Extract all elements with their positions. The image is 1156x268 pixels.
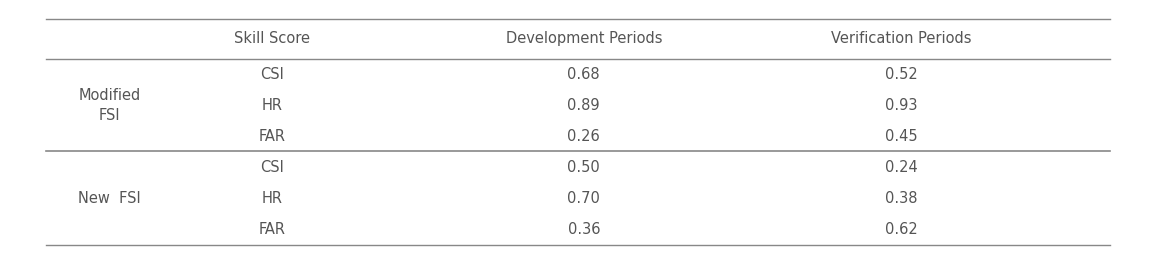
Text: 0.50: 0.50 (568, 159, 600, 174)
Text: Skill Score: Skill Score (234, 31, 310, 46)
Text: CSI: CSI (260, 159, 283, 174)
Text: 0.62: 0.62 (885, 222, 918, 237)
Text: HR: HR (261, 98, 282, 113)
Text: FAR: FAR (258, 129, 286, 143)
Text: 0.26: 0.26 (568, 129, 600, 143)
Text: 0.24: 0.24 (885, 159, 918, 174)
Text: 0.36: 0.36 (568, 222, 600, 237)
Text: Modified
FSI: Modified FSI (79, 88, 141, 122)
Text: CSI: CSI (260, 67, 283, 82)
Text: 0.52: 0.52 (885, 67, 918, 82)
Text: 0.45: 0.45 (885, 129, 918, 143)
Text: 0.70: 0.70 (568, 191, 600, 206)
Text: 0.89: 0.89 (568, 98, 600, 113)
Text: 0.38: 0.38 (885, 191, 918, 206)
Text: HR: HR (261, 191, 282, 206)
Text: FAR: FAR (258, 222, 286, 237)
Text: 0.93: 0.93 (885, 98, 918, 113)
Text: Development Periods: Development Periods (505, 31, 662, 46)
Text: Verification Periods: Verification Periods (831, 31, 972, 46)
Text: 0.68: 0.68 (568, 67, 600, 82)
Text: New  FSI: New FSI (79, 191, 141, 206)
